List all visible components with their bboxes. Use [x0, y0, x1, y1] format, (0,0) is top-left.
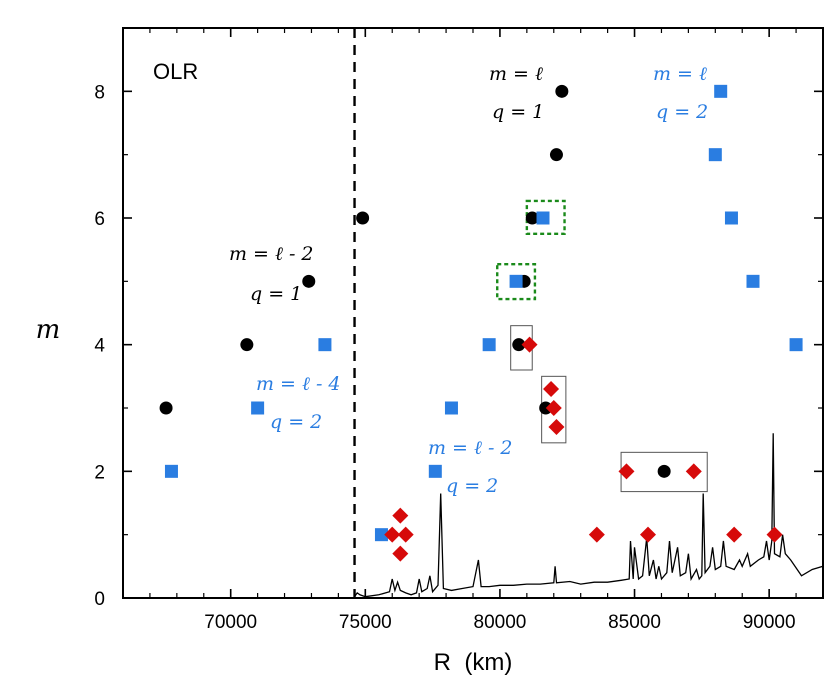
annotation-m-l-q1: m = ℓ: [489, 63, 543, 85]
q1-circle-point-3: [356, 211, 370, 225]
red-diamond-point-12: [726, 526, 743, 543]
q1-circle-point-2: [302, 274, 316, 288]
q1-circle-point-9: [555, 84, 569, 98]
q2-square-point-11: [724, 211, 738, 225]
profile-line: [353, 433, 824, 598]
q1-circle-point-1: [240, 338, 254, 352]
x-tick-label-0: 70000: [204, 612, 257, 633]
annotation-m-l-q2: m = ℓ: [653, 63, 707, 85]
q1-circle-point-8: [549, 148, 563, 162]
red-diamond-point-13: [766, 526, 783, 543]
annotation-q2-right: q = 2: [656, 101, 708, 123]
q2-square-point-2: [318, 338, 332, 352]
q2-square-point-3: [374, 528, 388, 542]
annotation-m-l-minus-2-q2: m = ℓ - 2: [428, 437, 513, 459]
annotation-m-l-minus-4-q2: m = ℓ - 4: [256, 373, 341, 395]
q1-circle-point-0: [159, 401, 173, 415]
red-diamond-point-3: [392, 545, 409, 562]
q1-circle-point-4: [539, 401, 553, 415]
red-diamond-point-10: [640, 526, 656, 543]
y-tick-label-3: 6: [94, 209, 105, 230]
red-diamond-point-7: [548, 419, 565, 435]
y-axis-title: m: [36, 315, 61, 345]
q2-square-point-5: [444, 401, 458, 415]
red-diamond-point-6: [545, 400, 562, 416]
x-tick-label-2: 80000: [474, 612, 527, 633]
q2-square-point-0: [164, 464, 178, 478]
y-tick-label-4: 8: [94, 82, 105, 103]
axis-ticks: 70000 75000 80000 85000 90000 0 2 4 6 8: [94, 27, 824, 633]
q1-circle-point-5: [512, 338, 526, 352]
x-axis-title: R (km): [434, 649, 513, 676]
red-diamond-point-9: [618, 463, 635, 480]
q2-square-point-1: [251, 401, 265, 415]
annotation-q1-right: q = 1: [492, 101, 544, 123]
plot-area: [159, 28, 824, 598]
q2-square-point-10: [714, 84, 728, 98]
q2-square-point-8: [536, 211, 550, 225]
q2-square-point-4: [428, 464, 442, 478]
q2-square-point-13: [789, 338, 803, 352]
red-diamond-point-5: [543, 381, 560, 397]
x-tick-label-3: 85000: [608, 612, 661, 633]
chart-title: OLR: [153, 59, 198, 84]
red-diamond-point-0: [384, 526, 401, 543]
annotation-m-l-minus-2-q1: m = ℓ - 2: [229, 243, 314, 265]
dotted-highlight-box-4: [496, 263, 537, 301]
q2-square-point-6: [482, 338, 496, 352]
q1-circle-point-10: [657, 464, 671, 478]
red-diamond-point-2: [392, 507, 409, 524]
q2-square-point-7: [509, 274, 523, 288]
annotation-q1-left: q = 1: [250, 283, 302, 305]
red-diamond-point-1: [397, 526, 414, 543]
annotation-q2-middle: q = 2: [446, 475, 498, 497]
y-tick-label-1: 2: [94, 462, 105, 483]
x-tick-label-1: 75000: [339, 612, 392, 633]
y-tick-label-2: 4: [94, 336, 105, 357]
red-diamond-point-4: [521, 336, 538, 353]
q2-square-point-9: [708, 148, 722, 162]
q2-square-point-12: [746, 274, 760, 288]
red-diamond-point-8: [588, 526, 605, 543]
red-diamond-point-11: [685, 463, 702, 480]
q1-circle-point-7: [525, 211, 539, 225]
y-tick-label-0: 0: [94, 589, 105, 610]
x-tick-label-4: 90000: [743, 612, 796, 633]
annotation-q2-left: q = 2: [270, 411, 322, 433]
